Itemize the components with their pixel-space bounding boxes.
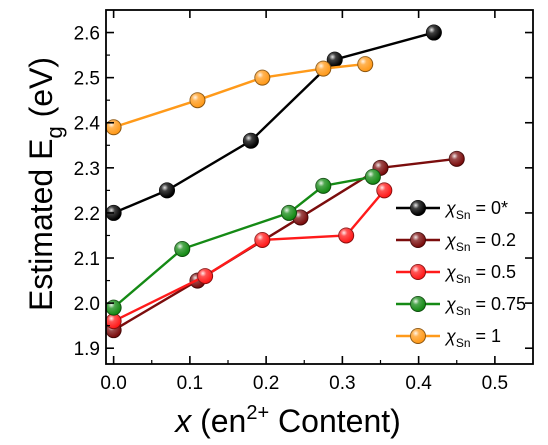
- marker-highlight: [338, 227, 354, 243]
- legend-item: χSn = 0*: [396, 198, 508, 222]
- data-point: [338, 227, 355, 244]
- legend-label: χSn = 1: [444, 326, 501, 350]
- data-point: [376, 182, 393, 199]
- marker-highlight: [449, 151, 465, 167]
- legend-item: χSn = 1: [396, 326, 501, 350]
- marker-highlight: [243, 133, 259, 149]
- marker-highlight: [315, 178, 331, 194]
- legend-marker: [410, 232, 426, 248]
- legend-marker: [410, 200, 426, 216]
- data-point: [315, 60, 332, 77]
- marker-highlight: [327, 52, 343, 68]
- legend-item: χSn = 0.2: [396, 230, 516, 254]
- data-point: [364, 168, 381, 185]
- legend-label: χSn = 0.5: [444, 262, 516, 286]
- marker-highlight: [254, 232, 270, 248]
- marker-highlight: [410, 328, 426, 344]
- data-point: [357, 56, 374, 73]
- data-point: [315, 177, 332, 194]
- legend-marker: [410, 296, 426, 312]
- x-tick-label: 0.3: [329, 373, 355, 394]
- y-tick-label: 2.1: [74, 249, 100, 270]
- data-point: [189, 92, 206, 109]
- marker-highlight: [281, 205, 297, 221]
- legend-item: χSn = 0.75: [396, 294, 526, 318]
- x-axis-title: x (en2+ Content): [173, 402, 401, 439]
- marker-highlight: [174, 241, 190, 257]
- series-1: [105, 56, 374, 136]
- series-layer: [105, 24, 465, 339]
- marker-highlight: [254, 70, 270, 86]
- data-point: [448, 150, 465, 167]
- x-tick-label: 0.5: [482, 373, 508, 394]
- x-tick-label: 0.1: [177, 373, 203, 394]
- axis-ticks: 0.0 0.1 0.2 0.3 0.4 0.5 1.9 2.0 2.1 2.2 2.3 2.4 2.5 2…: [74, 10, 533, 394]
- series-0-5: [105, 182, 393, 330]
- marker-highlight: [410, 296, 426, 312]
- legend-item: χSn = 0.5: [396, 262, 516, 286]
- marker-highlight: [410, 200, 426, 216]
- legend-label: χSn = 0*: [444, 198, 508, 222]
- data-point: [105, 313, 122, 330]
- data-point: [197, 268, 214, 285]
- data-point: [242, 132, 259, 149]
- marker-highlight: [410, 232, 426, 248]
- y-axis-title: Estimated Eg (eV): [23, 57, 67, 311]
- marker-highlight: [190, 92, 205, 108]
- marker-highlight: [410, 264, 426, 280]
- x-tick-label: 0.0: [100, 373, 126, 394]
- x-tick-label: 0.4: [405, 373, 432, 394]
- data-point: [425, 24, 442, 41]
- legend-label: χSn = 0.2: [444, 230, 516, 254]
- marker-highlight: [365, 169, 381, 185]
- marker-highlight: [159, 182, 175, 198]
- y-tick-label: 2.6: [74, 24, 100, 45]
- series-0: [105, 24, 442, 221]
- y-tick-label: 2.2: [74, 204, 100, 225]
- legend-marker: [410, 328, 426, 344]
- data-point: [254, 231, 271, 248]
- legend-label: χSn = 0.75: [444, 294, 526, 318]
- plot-frame: [105, 9, 534, 365]
- y-tick-label: 1.9: [74, 339, 100, 360]
- legend: χSn = 0* χSn = 0.2 χSn = 0.5 χSn = 0.75 χSn …: [396, 198, 526, 350]
- y-tick-label: 2.4: [74, 114, 101, 135]
- marker-highlight: [357, 56, 373, 72]
- y-tick-label: 2.5: [74, 69, 100, 90]
- data-point: [326, 51, 343, 68]
- marker-highlight: [376, 182, 392, 198]
- x-tick-label: 0.2: [253, 373, 279, 394]
- series-line: [113, 189, 386, 323]
- y-tick-label: 2.3: [74, 159, 100, 180]
- series-0-75: [105, 168, 381, 316]
- data-point: [174, 241, 191, 258]
- legend-marker: [410, 264, 426, 280]
- marker-highlight: [426, 25, 442, 41]
- plot-border: [105, 9, 534, 365]
- series-0-2: [105, 150, 465, 339]
- marker-highlight: [106, 313, 122, 329]
- y-tick-label: 2.0: [74, 294, 100, 315]
- data-point: [254, 69, 271, 86]
- marker-highlight: [197, 268, 213, 284]
- data-point: [281, 204, 297, 221]
- data-point: [159, 182, 175, 199]
- marker-highlight: [315, 61, 331, 77]
